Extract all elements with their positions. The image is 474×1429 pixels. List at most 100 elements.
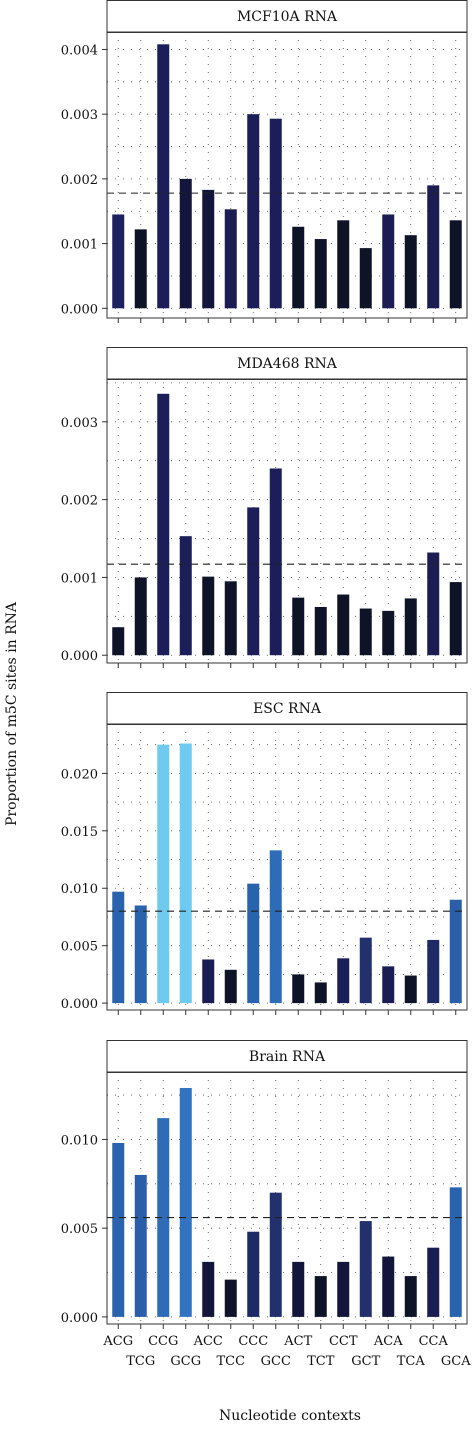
- bar-ccg: [157, 1118, 170, 1317]
- bar-tcg: [134, 905, 147, 1004]
- x-tick-label: ACT: [283, 1334, 312, 1349]
- panel-strip: [106, 0, 468, 33]
- bar-acg: [112, 627, 125, 656]
- bar-gcg: [179, 536, 192, 656]
- x-tick-label: GCC: [261, 1354, 291, 1369]
- bar-ccc: [247, 114, 260, 309]
- bar-acc: [202, 576, 215, 656]
- panels: MCF10A RNA 0.000 0.001 0.002 0.003 0.004 MDA46…: [61, 0, 468, 1329]
- bar-act: [292, 597, 305, 656]
- bar-gca: [449, 582, 462, 656]
- panel-frame: [106, 31, 468, 319]
- bar-tct: [314, 1276, 327, 1317]
- bar-acg: [112, 1142, 125, 1317]
- bar-cct: [337, 220, 350, 309]
- bar-tca: [404, 235, 417, 309]
- bar-ccg: [157, 744, 170, 1004]
- x-tick-labels: ACG TCG CCG GCG ACC TCC CCC GCC ACT TCT CCT GCT ACA T…: [102, 1334, 471, 1369]
- bar-tcc: [224, 581, 237, 656]
- y-tick-label: 0.015: [61, 825, 98, 840]
- y-tick-label: 0.001: [61, 571, 98, 586]
- x-tick-label: ACC: [193, 1334, 223, 1349]
- bar-gca: [449, 1187, 462, 1317]
- y-tick-label: 0.020: [61, 767, 98, 782]
- bar-gct: [359, 608, 372, 656]
- bar-aca: [382, 1256, 395, 1317]
- bar-tct: [314, 982, 327, 1004]
- panel-title: Brain RNA: [249, 1049, 326, 1065]
- bar-gcg: [179, 178, 192, 309]
- bar-tct: [314, 239, 327, 309]
- panel-title: MDA468 RNA: [237, 356, 338, 372]
- x-tick-label: CCA: [419, 1334, 449, 1349]
- y-tick-label: 0.005: [61, 940, 98, 955]
- panel-frame: [106, 1071, 468, 1325]
- bar-ccc: [247, 883, 260, 1004]
- y-tick-label: 0.000: [61, 649, 98, 664]
- panel-1: MCF10A RNA 0.000 0.001 0.002 0.003 0.004: [61, 0, 468, 323]
- y-axis-title: Proportion of m5C sites in RNA: [4, 601, 20, 826]
- bar-acc: [202, 1261, 215, 1317]
- y-tick-label: 0.002: [61, 494, 98, 509]
- x-tick-label: TCC: [216, 1354, 245, 1369]
- bar-cca: [427, 552, 440, 656]
- bar-gcc: [269, 468, 282, 656]
- x-tick-label: CCT: [329, 1334, 358, 1349]
- y-tick-label: 0.003: [61, 108, 98, 123]
- bar-gca: [449, 220, 462, 309]
- bar-tca: [404, 1276, 417, 1317]
- panel-strip: [106, 1040, 468, 1073]
- bar-gca: [449, 899, 462, 1004]
- bar-tct: [314, 606, 327, 656]
- bar-tcc: [224, 209, 237, 309]
- y-tick-label: 0.005: [61, 1222, 98, 1237]
- panel-strip: [106, 347, 468, 380]
- bar-aca: [382, 214, 395, 309]
- bar-gcc: [269, 1192, 282, 1317]
- bar-cca: [427, 185, 440, 309]
- bar-act: [292, 974, 305, 1004]
- x-tick-label: ACG: [102, 1334, 133, 1349]
- y-tick-label: 0.000: [61, 302, 98, 317]
- bar-tcg: [134, 1174, 147, 1317]
- bar-tcg: [134, 577, 147, 656]
- y-tick-label: 0.000: [61, 1311, 98, 1326]
- x-tick-label: CCG: [148, 1334, 178, 1349]
- y-tick-label: 0.001: [61, 238, 98, 253]
- x-tick-label: GCT: [351, 1354, 380, 1369]
- y-tick-label: 0.003: [61, 416, 98, 431]
- bar-acc: [202, 189, 215, 309]
- bar-cct: [337, 594, 350, 656]
- x-tick-label: GCA: [441, 1354, 471, 1369]
- x-tick-label: TCG: [126, 1354, 155, 1369]
- bar-gcc: [269, 118, 282, 309]
- bar-tcg: [134, 229, 147, 309]
- panel-title: ESC RNA: [253, 701, 322, 717]
- bar-gct: [359, 937, 372, 1004]
- panel-4: Brain RNA 0.000 0.005 0.010: [61, 1040, 468, 1329]
- panel-2: MDA468 RNA 0.000 0.001 0.002 0.003: [61, 347, 468, 668]
- y-tick-label: 0.000: [61, 997, 98, 1012]
- bar-gcc: [269, 850, 282, 1004]
- y-tick-label: 0.010: [61, 1133, 98, 1148]
- bar-cca: [427, 939, 440, 1004]
- bar-gct: [359, 1221, 372, 1317]
- bar-acg: [112, 891, 125, 1004]
- bar-ccg: [157, 393, 170, 656]
- x-tick-label: CCC: [238, 1334, 268, 1349]
- bar-tcc: [224, 1279, 237, 1317]
- bar-gcg: [179, 1087, 192, 1317]
- bar-tcc: [224, 969, 237, 1004]
- bar-act: [292, 1261, 305, 1317]
- bar-ccg: [157, 44, 170, 309]
- bar-act: [292, 226, 305, 309]
- y-tick-label: 0.010: [61, 882, 98, 897]
- bar-acg: [112, 214, 125, 309]
- bar-tca: [404, 598, 417, 656]
- x-axis-title: Nucleotide contexts: [219, 1408, 361, 1424]
- bar-gct: [359, 248, 372, 309]
- x-tick-label: TCT: [307, 1354, 335, 1369]
- y-tick-label: 0.002: [61, 173, 98, 188]
- bar-cct: [337, 1261, 350, 1317]
